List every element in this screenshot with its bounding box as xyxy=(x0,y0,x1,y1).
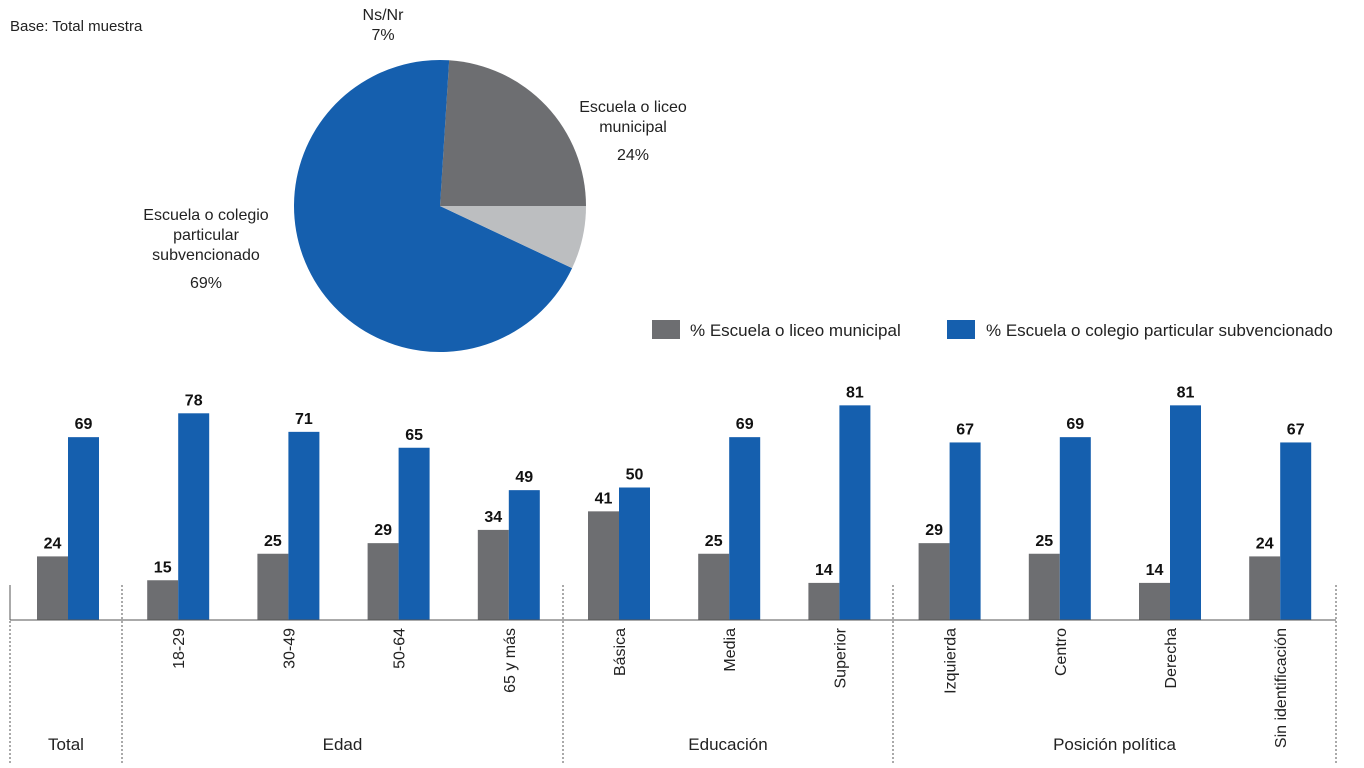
group-label: Edad xyxy=(323,735,363,754)
pie-label: municipal xyxy=(599,119,667,136)
bar-value-label: 69 xyxy=(736,416,754,433)
bar-value-label: 41 xyxy=(595,490,613,507)
bar xyxy=(508,490,540,620)
bar xyxy=(619,487,650,620)
bar xyxy=(918,543,950,620)
bar xyxy=(288,431,320,620)
pie-label: Ns/Nr xyxy=(363,7,405,24)
bar-value-label: 49 xyxy=(515,469,533,486)
bar-value-label: 67 xyxy=(1287,421,1305,438)
bar xyxy=(257,553,289,620)
bar xyxy=(1028,553,1060,620)
bar-value-label: 14 xyxy=(815,562,833,579)
bar xyxy=(1170,405,1201,620)
bar xyxy=(178,413,210,620)
pie-slice xyxy=(440,206,586,269)
bar-value-label: 24 xyxy=(1256,535,1274,552)
bar xyxy=(477,529,509,620)
category-label: Izquierda xyxy=(943,628,960,694)
bar-value-label: 15 xyxy=(154,559,172,576)
category-label: Básica xyxy=(612,628,629,676)
bar xyxy=(1139,582,1170,620)
legend-swatch xyxy=(947,320,975,339)
category-label: 30-49 xyxy=(281,628,298,669)
pie-value-label: 69% xyxy=(190,275,222,292)
category-label: 18-29 xyxy=(171,628,188,669)
category-label: 50-64 xyxy=(392,628,409,669)
bar xyxy=(839,405,871,620)
pie-label: Escuela o liceo xyxy=(579,99,687,116)
group-label: Educación xyxy=(688,735,767,754)
bar-value-label: 65 xyxy=(405,427,423,444)
pie-value-label: 24% xyxy=(617,147,649,164)
bar-value-label: 25 xyxy=(1035,533,1053,550)
bar xyxy=(698,553,730,620)
category-label: Centro xyxy=(1053,628,1070,676)
bar xyxy=(1280,442,1312,620)
pie-slice xyxy=(294,59,573,352)
base-label: Base: Total muestra xyxy=(10,18,143,35)
pie-label: particular xyxy=(173,227,239,244)
bar-value-label: 71 xyxy=(295,411,313,428)
legend-swatch xyxy=(652,320,680,339)
bar-value-label: 81 xyxy=(1177,384,1195,401)
bar-value-label: 25 xyxy=(264,533,282,550)
bar-value-label: 34 xyxy=(484,509,502,526)
legend-label: % Escuela o colegio particular subvencio… xyxy=(986,321,1333,340)
bar xyxy=(949,442,981,620)
bar-value-label: 24 xyxy=(44,535,62,552)
pie-value-label: 7% xyxy=(371,27,394,44)
group-label: Posición política xyxy=(1053,735,1176,754)
pie-label: Escuela o colegio xyxy=(143,207,269,224)
bar xyxy=(398,447,430,620)
bar xyxy=(588,511,619,620)
bar xyxy=(37,556,68,620)
bar xyxy=(1059,437,1091,620)
bar-value-label: 29 xyxy=(374,522,392,539)
pie-label: subvencionado xyxy=(152,247,260,264)
bar-value-label: 81 xyxy=(846,384,864,401)
bar-value-label: 69 xyxy=(75,416,93,433)
bar-value-label: 78 xyxy=(185,392,203,409)
bar-value-label: 67 xyxy=(956,421,974,438)
bar-value-label: 14 xyxy=(1146,562,1164,579)
category-label: Superior xyxy=(832,627,849,688)
bar-value-label: 69 xyxy=(1066,416,1084,433)
group-label: Total xyxy=(48,735,84,754)
bar xyxy=(729,437,761,620)
category-label: 65 y más xyxy=(502,628,519,693)
category-label: Sin identificación xyxy=(1273,628,1290,748)
pie-slice xyxy=(440,60,586,206)
bar-value-label: 29 xyxy=(925,522,943,539)
bar-value-label: 25 xyxy=(705,533,723,550)
legend-label: % Escuela o liceo municipal xyxy=(690,321,901,340)
bar xyxy=(808,582,840,620)
bar-value-label: 50 xyxy=(626,467,644,484)
category-label: Derecha xyxy=(1163,628,1180,689)
bar xyxy=(147,580,179,620)
bar xyxy=(1249,556,1281,620)
bar xyxy=(367,543,399,620)
category-label: Media xyxy=(722,628,739,672)
bar xyxy=(68,437,99,620)
